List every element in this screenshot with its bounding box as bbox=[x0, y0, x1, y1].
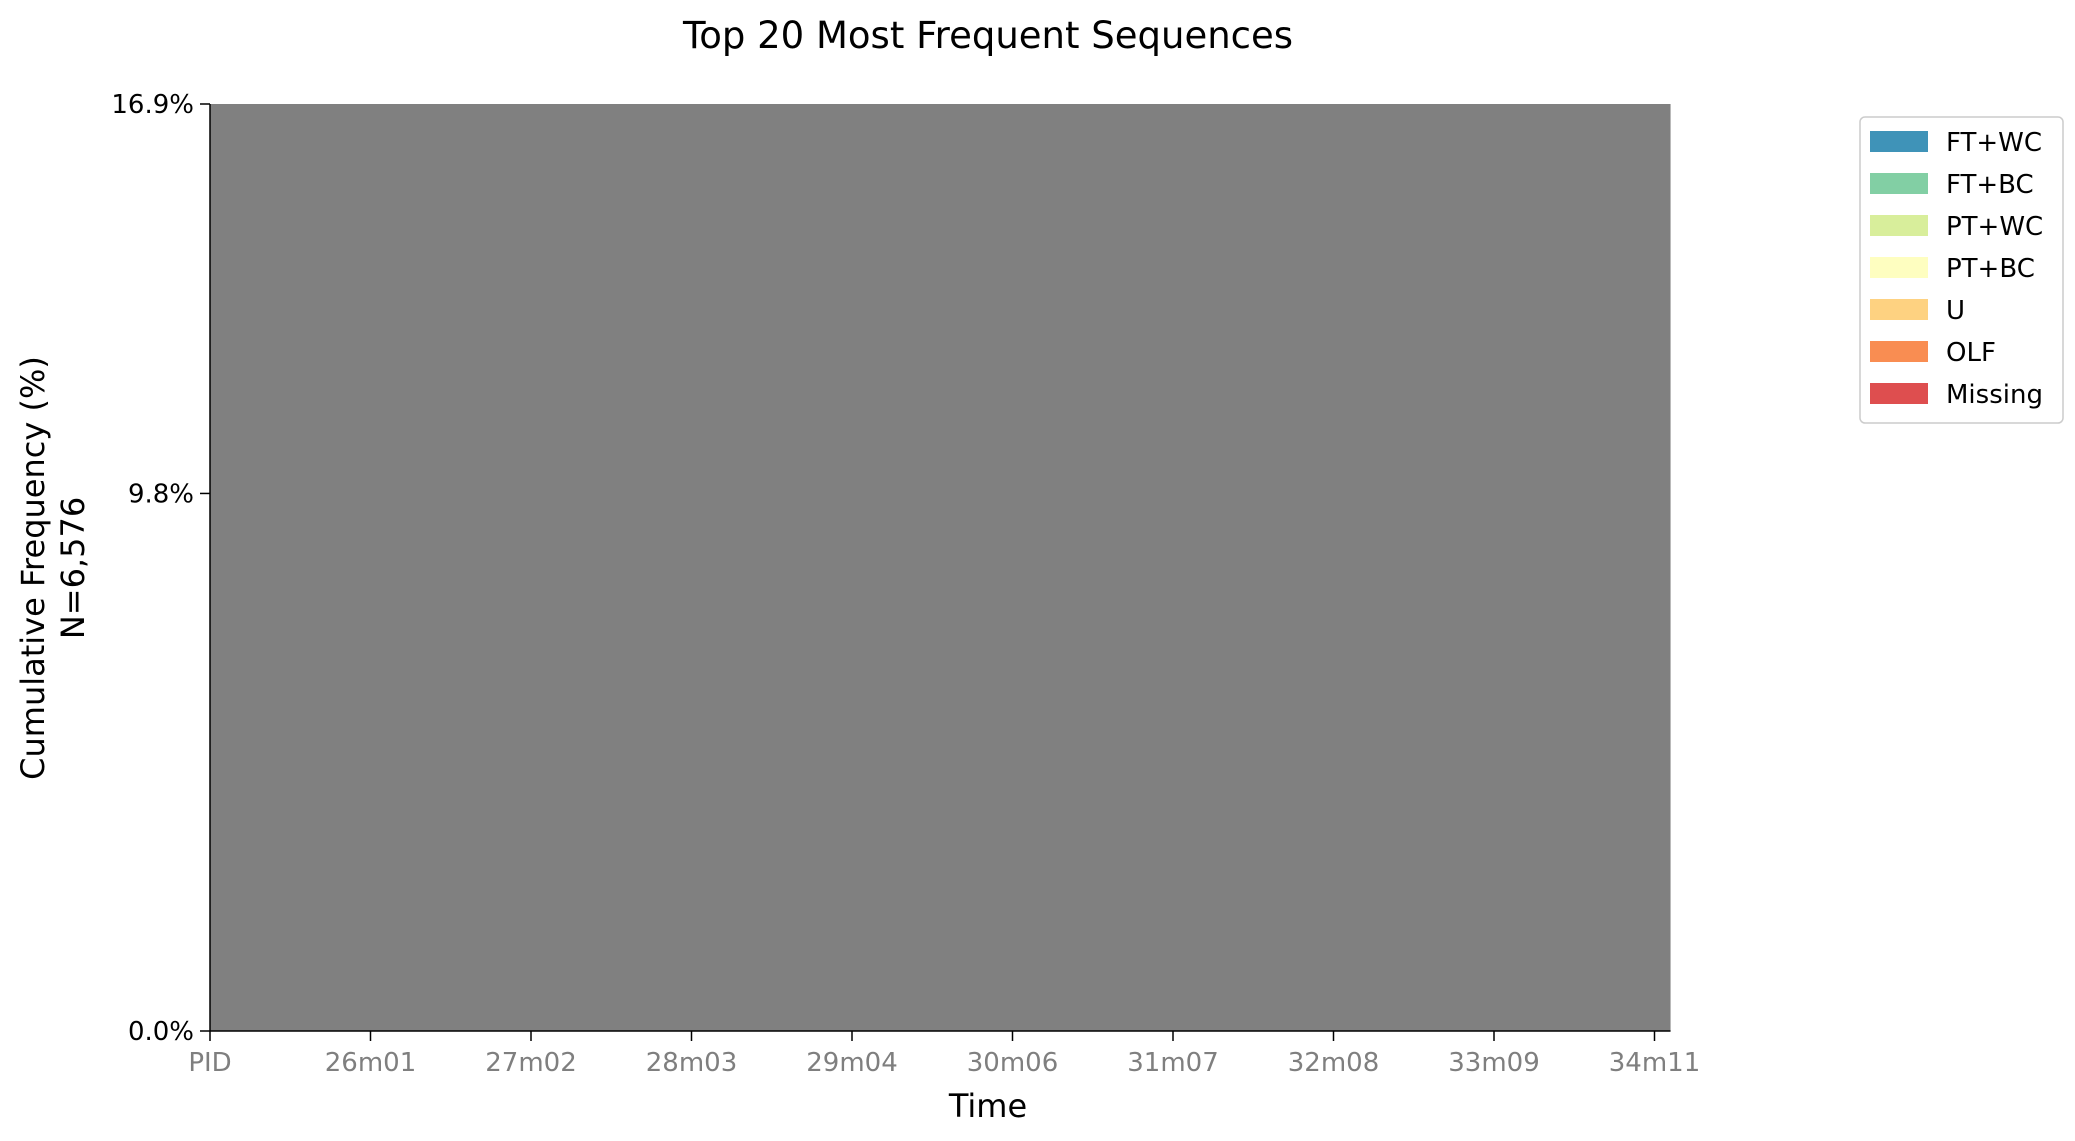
legend-swatch bbox=[1870, 131, 1928, 152]
y-axis-label: Cumulative Frequency (%) bbox=[14, 356, 52, 780]
y-axis-label-group: Cumulative Frequency (%) N=6,576 bbox=[14, 356, 92, 780]
legend-swatch bbox=[1870, 215, 1928, 236]
x-tick-label: 30m06 bbox=[967, 1048, 1059, 1078]
legend-swatch bbox=[1870, 299, 1928, 320]
legend-swatch bbox=[1870, 341, 1928, 362]
x-tick-label: 29m04 bbox=[806, 1048, 898, 1078]
x-tick-label: 33m09 bbox=[1448, 1048, 1540, 1078]
legend-label: OLF bbox=[1946, 338, 1996, 368]
x-tick-label: PID bbox=[188, 1048, 231, 1078]
x-tick-label: 32m08 bbox=[1288, 1048, 1380, 1078]
x-axis-label: Time bbox=[948, 1087, 1027, 1125]
y-tick-label: 9.8% bbox=[128, 479, 194, 509]
x-tick-label: 28m03 bbox=[646, 1048, 738, 1078]
legend-label: Missing bbox=[1946, 380, 2043, 410]
legend-label: U bbox=[1946, 296, 1965, 326]
legend-swatch bbox=[1870, 173, 1928, 194]
legend-swatch bbox=[1870, 383, 1928, 404]
y-tick-label: 16.9% bbox=[111, 90, 194, 120]
legend-label: PT+BC bbox=[1946, 254, 2035, 284]
x-tick-label: 34m11 bbox=[1609, 1048, 1701, 1078]
x-tick-label: 27m02 bbox=[485, 1048, 577, 1078]
legend-swatch bbox=[1870, 257, 1928, 278]
x-tick-label: 31m07 bbox=[1127, 1048, 1219, 1078]
legend-label: PT+WC bbox=[1946, 212, 2043, 242]
plot-area bbox=[210, 104, 1671, 1031]
legend-label: FT+WC bbox=[1946, 128, 2042, 158]
sequence-area bbox=[210, 104, 1671, 1031]
y-axis: 0.0% 9.8% 16.9% bbox=[111, 90, 211, 1047]
y-axis-sublabel: N=6,576 bbox=[54, 497, 92, 639]
legend: FT+WC FT+BC PT+WC PT+BC U OLF Missing bbox=[1859, 116, 2064, 424]
x-tick-label: 26m01 bbox=[325, 1048, 417, 1078]
x-axis: PID 26m01 27m02 28m03 29m04 30m06 31m07 32m08 33… bbox=[188, 1030, 1701, 1078]
legend-label: FT+BC bbox=[1946, 170, 2034, 200]
y-tick-label: 0.0% bbox=[128, 1017, 194, 1047]
chart-title: Top 20 Most Frequent Sequences bbox=[682, 14, 1293, 57]
